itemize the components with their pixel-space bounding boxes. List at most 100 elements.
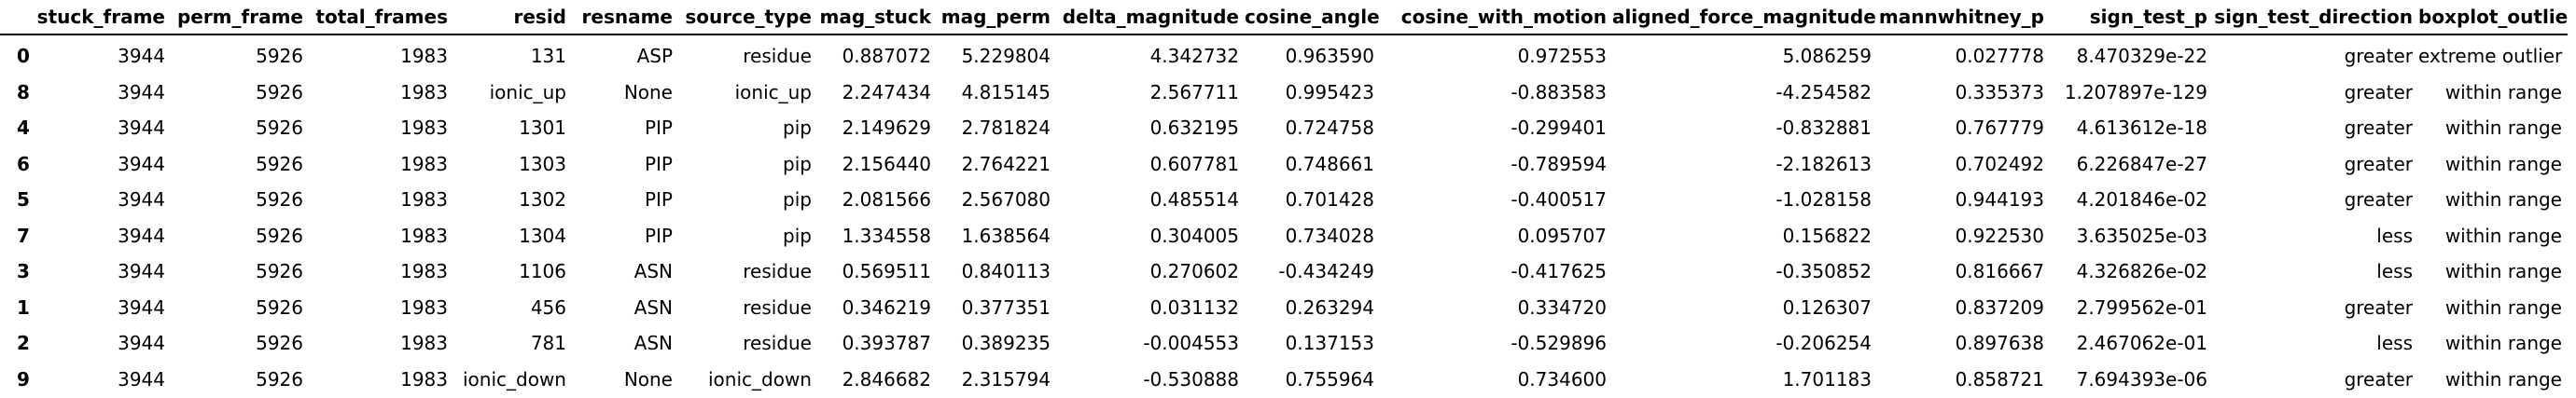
row-index: 2 <box>17 332 30 354</box>
cell-stuck-frame: 3944 <box>118 332 165 354</box>
cell-mannwhitney-p: 0.837209 <box>1955 295 2044 319</box>
cell-sign-test-p: 8.470329e-22 <box>2076 45 2207 67</box>
table-row: 4 3944 5926 1983 1301 PIP pip 2.149629 2.781824 0… <box>0 110 2568 146</box>
cell-total-frames: 1983 <box>400 332 448 354</box>
cell-aligned-force-magnitude: 5.086259 <box>1782 45 1872 67</box>
cell-sign-test-p: 4.201846e-02 <box>2076 188 2207 211</box>
cell-cosine-with-motion: -0.299401 <box>1511 117 1607 139</box>
cell-mannwhitney-p: 0.027778 <box>1955 45 2044 67</box>
column-header-resid: resid <box>513 6 566 28</box>
cell-cosine-with-motion: 0.734600 <box>1517 367 1607 391</box>
cell-perm-frame: 5926 <box>256 295 303 319</box>
column-header-delta-magnitude: delta_magnitude <box>1062 6 1239 28</box>
cell-mag-stuck: 0.346219 <box>842 295 931 319</box>
cell-total-frames: 1983 <box>400 80 448 103</box>
cell-boxplot-outlier: within range <box>2444 367 2562 391</box>
table-row: 8 3944 5926 1983 ionic_up None ionic_up 2.24743… <box>0 75 2568 111</box>
cell-cosine-with-motion: -0.529896 <box>1511 332 1607 354</box>
cell-mag-perm: 2.315794 <box>961 367 1051 391</box>
cell-mag-stuck: 0.393787 <box>842 332 931 354</box>
cell-sign-test-direction: greater <box>2344 45 2413 67</box>
cell-aligned-force-magnitude: -0.832881 <box>1775 117 1872 139</box>
cell-sign-test-p: 2.799562e-01 <box>2076 295 2207 319</box>
cell-resname: PIP <box>644 188 673 211</box>
cell-stuck-frame: 3944 <box>118 260 165 282</box>
cell-sign-test-p: 3.635025e-03 <box>2076 224 2207 247</box>
table-row: 9 3944 5926 1983 ionic_down None ionic_down 2.8… <box>0 362 2568 398</box>
cell-total-frames: 1983 <box>400 117 448 139</box>
cell-resid: ionic_up <box>489 80 566 103</box>
cell-resid: 781 <box>530 332 566 354</box>
cell-stuck-frame: 3944 <box>118 117 165 139</box>
cell-mannwhitney-p: 0.897638 <box>1955 332 2044 354</box>
cell-mag-stuck: 0.887072 <box>842 45 931 67</box>
cell-total-frames: 1983 <box>400 260 448 282</box>
cell-sign-test-p: 1.207897e-129 <box>2064 80 2207 103</box>
cell-mannwhitney-p: 0.816667 <box>1955 260 2044 282</box>
cell-total-frames: 1983 <box>400 367 448 391</box>
column-header-aligned-force-magnitude: aligned_force_magnitude <box>1612 6 1876 28</box>
cell-stuck-frame: 3944 <box>118 224 165 247</box>
cell-mannwhitney-p: 0.767779 <box>1955 117 2044 139</box>
cell-boxplot-outlier: extreme outlier <box>2418 45 2563 67</box>
cell-cosine-with-motion: -0.417625 <box>1511 260 1607 282</box>
cell-total-frames: 1983 <box>400 152 448 175</box>
table-row: 0 3944 5926 1983 131 ASP residue 0.887072 5.2298… <box>0 34 2568 75</box>
cell-delta-magnitude: 0.031132 <box>1149 295 1239 319</box>
cell-boxplot-outlier: within range <box>2444 188 2562 211</box>
table-row: 2 3944 5926 1983 781 ASN residue 0.393787 0.3892… <box>0 325 2568 362</box>
cell-resname: ASP <box>636 45 673 67</box>
column-header-boxplot-outlier: boxplot_outlier <box>2418 6 2568 28</box>
column-header-cosine-angle: cosine_angle <box>1245 6 1380 28</box>
cell-resname: PIP <box>644 152 673 175</box>
cell-cosine-with-motion: 0.972553 <box>1517 45 1607 67</box>
column-header-sign-test-p: sign_test_p <box>2089 6 2207 28</box>
cell-source-type: pip <box>783 117 812 139</box>
column-header-source-type: source_type <box>685 6 812 28</box>
cell-cosine-with-motion: -0.883583 <box>1511 80 1607 103</box>
cell-total-frames: 1983 <box>400 224 448 247</box>
cell-aligned-force-magnitude: -4.254582 <box>1775 80 1872 103</box>
cell-mag-perm: 1.638564 <box>961 224 1051 247</box>
column-header-stuck-frame: stuck_frame <box>36 6 165 28</box>
cell-sign-test-p: 6.226847e-27 <box>2076 152 2207 175</box>
cell-delta-magnitude: 0.304005 <box>1149 224 1239 247</box>
table-row: 7 3944 5926 1983 1304 PIP pip 1.334558 1.638564 0… <box>0 218 2568 254</box>
table-row: 1 3944 5926 1983 456 ASN residue 0.346219 0.3773… <box>0 290 2568 326</box>
column-header-mag-stuck: mag_stuck <box>819 6 931 28</box>
cell-total-frames: 1983 <box>400 45 448 67</box>
cell-stuck-frame: 3944 <box>118 45 165 67</box>
cell-mag-stuck: 2.247434 <box>842 80 931 103</box>
cell-source-type: ionic_up <box>734 80 812 103</box>
cell-resid: ionic_down <box>463 367 566 391</box>
cell-aligned-force-magnitude: -1.028158 <box>1775 188 1872 211</box>
cell-total-frames: 1983 <box>400 188 448 211</box>
cell-sign-test-direction: greater <box>2344 188 2413 211</box>
index-header <box>0 0 35 34</box>
cell-sign-test-p: 2.467062e-01 <box>2076 332 2207 354</box>
table-row: 6 3944 5926 1983 1303 PIP pip 2.156440 2.764221 0… <box>0 146 2568 183</box>
cell-resname: ASN <box>634 332 673 354</box>
cell-delta-magnitude: 0.270602 <box>1149 260 1239 282</box>
column-header-resname: resname <box>581 6 673 28</box>
cell-mag-stuck: 2.149629 <box>842 117 931 139</box>
cell-boxplot-outlier: within range <box>2444 117 2562 139</box>
cell-resname: PIP <box>644 224 673 247</box>
cell-stuck-frame: 3944 <box>118 367 165 391</box>
column-header-sign-test-direction: sign_test_direction <box>2214 6 2413 28</box>
cell-mag-perm: 2.781824 <box>961 117 1051 139</box>
cell-delta-magnitude: 0.632195 <box>1149 117 1239 139</box>
row-index: 9 <box>17 367 30 391</box>
column-header-mag-perm: mag_perm <box>940 6 1051 28</box>
cell-boxplot-outlier: within range <box>2444 332 2562 354</box>
cell-aligned-force-magnitude: 0.156822 <box>1782 224 1872 247</box>
cell-perm-frame: 5926 <box>256 188 303 211</box>
cell-sign-test-direction: less <box>2376 260 2413 282</box>
cell-cosine-angle: 0.963590 <box>1285 45 1374 67</box>
cell-cosine-angle: 0.748661 <box>1285 152 1374 175</box>
cell-mag-perm: 4.815145 <box>961 80 1051 103</box>
cell-cosine-angle: 0.724758 <box>1285 117 1374 139</box>
cell-source-type: residue <box>743 332 812 354</box>
